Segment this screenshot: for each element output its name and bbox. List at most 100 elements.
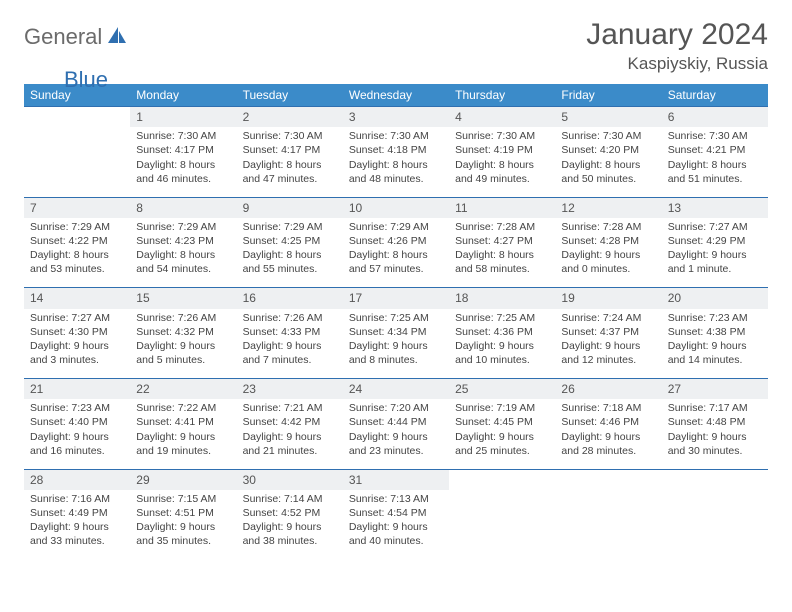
day-header: Tuesday bbox=[237, 84, 343, 107]
logo-sail-icon bbox=[106, 25, 128, 50]
day-number: 11 bbox=[449, 197, 555, 218]
day-number: 4 bbox=[449, 107, 555, 128]
sunrise-text: Sunrise: 7:16 AM bbox=[30, 492, 124, 506]
day-cell: Sunrise: 7:17 AMSunset: 4:48 PMDaylight:… bbox=[662, 399, 768, 469]
day-header: Wednesday bbox=[343, 84, 449, 107]
day-number: 27 bbox=[662, 379, 768, 400]
day-number: 6 bbox=[662, 107, 768, 128]
day-number: 14 bbox=[24, 288, 130, 309]
day-cell: Sunrise: 7:27 AMSunset: 4:30 PMDaylight:… bbox=[24, 309, 130, 379]
daylight-text: Daylight: 8 hours and 57 minutes. bbox=[349, 248, 443, 276]
sunset-text: Sunset: 4:49 PM bbox=[30, 506, 124, 520]
daylight-text: Daylight: 9 hours and 1 minute. bbox=[668, 248, 762, 276]
day-number bbox=[24, 107, 130, 128]
daylight-text: Daylight: 9 hours and 21 minutes. bbox=[243, 430, 337, 458]
day-data-row: Sunrise: 7:23 AMSunset: 4:40 PMDaylight:… bbox=[24, 399, 768, 469]
sunset-text: Sunset: 4:21 PM bbox=[668, 143, 762, 157]
month-title: January 2024 bbox=[586, 18, 768, 52]
sunset-text: Sunset: 4:25 PM bbox=[243, 234, 337, 248]
title-block: January 2024 Kaspiyskiy, Russia bbox=[586, 18, 768, 74]
day-cell: Sunrise: 7:16 AMSunset: 4:49 PMDaylight:… bbox=[24, 490, 130, 560]
sunrise-text: Sunrise: 7:21 AM bbox=[243, 401, 337, 415]
sunrise-text: Sunrise: 7:29 AM bbox=[136, 220, 230, 234]
day-number: 21 bbox=[24, 379, 130, 400]
day-cell bbox=[449, 490, 555, 560]
day-number: 28 bbox=[24, 469, 130, 490]
daylight-text: Daylight: 8 hours and 54 minutes. bbox=[136, 248, 230, 276]
daylight-text: Daylight: 9 hours and 10 minutes. bbox=[455, 339, 549, 367]
sunset-text: Sunset: 4:27 PM bbox=[455, 234, 549, 248]
day-header: Friday bbox=[555, 84, 661, 107]
day-cell: Sunrise: 7:29 AMSunset: 4:22 PMDaylight:… bbox=[24, 218, 130, 288]
sunrise-text: Sunrise: 7:15 AM bbox=[136, 492, 230, 506]
sunset-text: Sunset: 4:37 PM bbox=[561, 325, 655, 339]
day-cell: Sunrise: 7:30 AMSunset: 4:19 PMDaylight:… bbox=[449, 127, 555, 197]
daylight-text: Daylight: 8 hours and 55 minutes. bbox=[243, 248, 337, 276]
daylight-text: Daylight: 9 hours and 33 minutes. bbox=[30, 520, 124, 548]
sunrise-text: Sunrise: 7:18 AM bbox=[561, 401, 655, 415]
day-data-row: Sunrise: 7:27 AMSunset: 4:30 PMDaylight:… bbox=[24, 309, 768, 379]
day-cell: Sunrise: 7:30 AMSunset: 4:20 PMDaylight:… bbox=[555, 127, 661, 197]
day-number-row: 21222324252627 bbox=[24, 379, 768, 400]
day-cell: Sunrise: 7:30 AMSunset: 4:21 PMDaylight:… bbox=[662, 127, 768, 197]
sunset-text: Sunset: 4:52 PM bbox=[243, 506, 337, 520]
day-number: 8 bbox=[130, 197, 236, 218]
daylight-text: Daylight: 9 hours and 16 minutes. bbox=[30, 430, 124, 458]
daylight-text: Daylight: 9 hours and 8 minutes. bbox=[349, 339, 443, 367]
logo: General bbox=[24, 18, 130, 50]
daylight-text: Daylight: 9 hours and 0 minutes. bbox=[561, 248, 655, 276]
day-number: 2 bbox=[237, 107, 343, 128]
day-cell: Sunrise: 7:25 AMSunset: 4:34 PMDaylight:… bbox=[343, 309, 449, 379]
day-number: 7 bbox=[24, 197, 130, 218]
daylight-text: Daylight: 9 hours and 40 minutes. bbox=[349, 520, 443, 548]
day-cell: Sunrise: 7:29 AMSunset: 4:25 PMDaylight:… bbox=[237, 218, 343, 288]
day-cell: Sunrise: 7:25 AMSunset: 4:36 PMDaylight:… bbox=[449, 309, 555, 379]
sunrise-text: Sunrise: 7:26 AM bbox=[136, 311, 230, 325]
sunset-text: Sunset: 4:22 PM bbox=[30, 234, 124, 248]
daylight-text: Daylight: 9 hours and 28 minutes. bbox=[561, 430, 655, 458]
day-cell: Sunrise: 7:30 AMSunset: 4:17 PMDaylight:… bbox=[130, 127, 236, 197]
sunset-text: Sunset: 4:28 PM bbox=[561, 234, 655, 248]
day-cell: Sunrise: 7:29 AMSunset: 4:23 PMDaylight:… bbox=[130, 218, 236, 288]
sunrise-text: Sunrise: 7:25 AM bbox=[455, 311, 549, 325]
day-cell: Sunrise: 7:19 AMSunset: 4:45 PMDaylight:… bbox=[449, 399, 555, 469]
daylight-text: Daylight: 8 hours and 53 minutes. bbox=[30, 248, 124, 276]
day-cell bbox=[662, 490, 768, 560]
sunset-text: Sunset: 4:34 PM bbox=[349, 325, 443, 339]
sunset-text: Sunset: 4:36 PM bbox=[455, 325, 549, 339]
day-number: 13 bbox=[662, 197, 768, 218]
day-number: 26 bbox=[555, 379, 661, 400]
sunrise-text: Sunrise: 7:27 AM bbox=[30, 311, 124, 325]
sunrise-text: Sunrise: 7:30 AM bbox=[349, 129, 443, 143]
sunset-text: Sunset: 4:17 PM bbox=[243, 143, 337, 157]
sunset-text: Sunset: 4:40 PM bbox=[30, 415, 124, 429]
day-number: 15 bbox=[130, 288, 236, 309]
day-data-row: Sunrise: 7:29 AMSunset: 4:22 PMDaylight:… bbox=[24, 218, 768, 288]
day-cell: Sunrise: 7:30 AMSunset: 4:18 PMDaylight:… bbox=[343, 127, 449, 197]
day-number: 23 bbox=[237, 379, 343, 400]
day-cell: Sunrise: 7:23 AMSunset: 4:38 PMDaylight:… bbox=[662, 309, 768, 379]
daylight-text: Daylight: 9 hours and 14 minutes. bbox=[668, 339, 762, 367]
day-cell: Sunrise: 7:28 AMSunset: 4:27 PMDaylight:… bbox=[449, 218, 555, 288]
day-header: Thursday bbox=[449, 84, 555, 107]
day-cell: Sunrise: 7:15 AMSunset: 4:51 PMDaylight:… bbox=[130, 490, 236, 560]
daylight-text: Daylight: 8 hours and 51 minutes. bbox=[668, 158, 762, 186]
day-number-row: 28293031 bbox=[24, 469, 768, 490]
sunrise-text: Sunrise: 7:19 AM bbox=[455, 401, 549, 415]
day-cell: Sunrise: 7:28 AMSunset: 4:28 PMDaylight:… bbox=[555, 218, 661, 288]
day-number: 1 bbox=[130, 107, 236, 128]
day-cell: Sunrise: 7:27 AMSunset: 4:29 PMDaylight:… bbox=[662, 218, 768, 288]
daylight-text: Daylight: 9 hours and 12 minutes. bbox=[561, 339, 655, 367]
day-cell: Sunrise: 7:30 AMSunset: 4:17 PMDaylight:… bbox=[237, 127, 343, 197]
daylight-text: Daylight: 8 hours and 47 minutes. bbox=[243, 158, 337, 186]
sunset-text: Sunset: 4:48 PM bbox=[668, 415, 762, 429]
daylight-text: Daylight: 9 hours and 3 minutes. bbox=[30, 339, 124, 367]
day-cell: Sunrise: 7:26 AMSunset: 4:32 PMDaylight:… bbox=[130, 309, 236, 379]
sunset-text: Sunset: 4:23 PM bbox=[136, 234, 230, 248]
day-number: 19 bbox=[555, 288, 661, 309]
day-header-row: SundayMondayTuesdayWednesdayThursdayFrid… bbox=[24, 84, 768, 107]
day-cell: Sunrise: 7:24 AMSunset: 4:37 PMDaylight:… bbox=[555, 309, 661, 379]
sunrise-text: Sunrise: 7:29 AM bbox=[243, 220, 337, 234]
sunset-text: Sunset: 4:32 PM bbox=[136, 325, 230, 339]
day-number: 29 bbox=[130, 469, 236, 490]
